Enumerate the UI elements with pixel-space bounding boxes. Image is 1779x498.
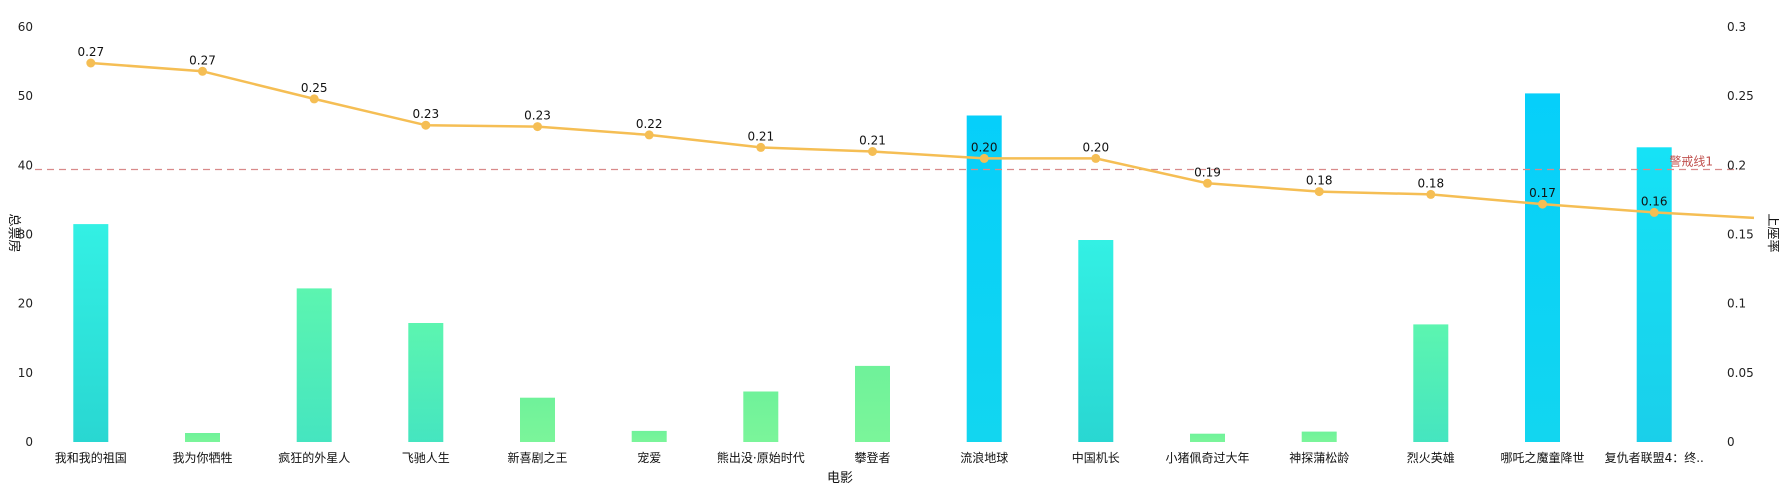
line-point-新喜剧之王	[533, 122, 542, 132]
line-value-label: 0.19	[1194, 165, 1221, 179]
line-point-熊出没·原始时代	[756, 142, 766, 152]
line-value-label: 0.22	[636, 117, 663, 131]
left-y-tick-label: 10	[18, 366, 33, 380]
x-tick-label: 宠爱	[637, 450, 661, 465]
line-value-label: 0.21	[859, 134, 886, 148]
line-point-中国机长	[1091, 153, 1101, 163]
x-tick-label: 小猪佩奇过大年	[1165, 451, 1249, 465]
x-tick-label: 新喜剧之王	[507, 450, 567, 465]
bar-哪吒之魔童降世	[1525, 93, 1560, 443]
right-y-tick-label: 0.2	[1727, 158, 1746, 172]
line-point-复仇者联盟4：终..	[1649, 207, 1659, 217]
bar-小猪佩奇过大年	[1190, 433, 1225, 442]
line-value-label: 0.17	[1529, 186, 1556, 200]
bar-流浪地球	[966, 115, 1002, 442]
x-tick-label: 哪吒之魔童降世	[1500, 450, 1584, 465]
reference-line-layer: 警戒线1	[35, 153, 1740, 171]
bar-我和我的祖国	[73, 224, 109, 442]
x-tick-label: 中国机长	[1072, 450, 1120, 465]
x-tick-label: 疯狂的外星人	[278, 450, 350, 465]
bar-疯狂的外星人	[296, 288, 332, 442]
bar-攀登者	[855, 365, 890, 442]
right-y-tick-label: 0.1	[1727, 297, 1746, 311]
x-tick-label: 复仇者联盟4：终..	[1605, 450, 1704, 465]
line-point-疯狂的外星人	[309, 94, 319, 104]
reference-line-label: 警戒线1	[1669, 153, 1713, 168]
x-tick-label: 神探蒲松龄	[1289, 451, 1349, 465]
line-point-宠爱	[644, 130, 654, 140]
line-point-烈火英雄	[1426, 189, 1436, 199]
line-point-哪吒之魔童降世	[1538, 199, 1547, 209]
line-value-label: 0.27	[77, 45, 104, 59]
bar-layer	[73, 93, 1672, 443]
line-point-我为你牺牲	[198, 66, 207, 76]
bar-复仇者联盟4：终..	[1636, 147, 1672, 443]
x-tick-label: 熊出没·原始时代	[717, 450, 805, 465]
right-y-tick-label: 0.3	[1727, 20, 1746, 34]
line-point-我和我的祖国	[86, 58, 96, 68]
bar-熊出没·原始时代	[743, 391, 779, 442]
line-value-label: 0.20	[1082, 140, 1109, 154]
left-y-tick-label: 30	[18, 228, 33, 242]
right-y-axis-title: 上座率	[1765, 213, 1779, 252]
axes-layer: 我和我的祖国 我为你牺牲 疯狂的外星人 飞驰人生 新喜剧之王 宠爱 熊出没·原始时代 攀登者 流…	[6, 20, 1779, 465]
right-y-tick-label: 0.25	[1727, 89, 1754, 103]
line-layer: 0.270.270.250.23 0.230.220.21 0.21 0.20 0.20…	[77, 45, 1755, 220]
left-y-tick-label: 0	[25, 435, 33, 449]
line-point-小猪佩奇过大年	[1203, 178, 1212, 188]
x-tick-label: 烈火英雄	[1407, 450, 1455, 465]
left-y-tick-label: 40	[18, 158, 33, 172]
bar-中国机长	[1078, 240, 1114, 442]
x-tick-label: 我和我的祖国	[55, 450, 127, 465]
bar-宠爱	[631, 430, 667, 442]
line-value-label: 0.20	[971, 140, 998, 154]
line-value-label: 0.18	[1417, 176, 1444, 190]
x-axis-title: 电影	[827, 471, 853, 486]
left-y-tick-label: 20	[18, 297, 33, 311]
line-value-label: 0.25	[301, 81, 328, 95]
bar-我为你牺牲	[185, 433, 220, 442]
x-tick-label: 飞驰人生	[402, 451, 450, 465]
left-y-tick-label: 50	[18, 89, 33, 103]
x-tick-label: 攀登者	[854, 450, 890, 465]
line-value-label: 0.27	[189, 53, 216, 67]
line-point-神探蒲松龄	[1314, 187, 1324, 197]
bar-神探蒲松龄	[1301, 431, 1337, 442]
line-value-label: 0.23	[524, 109, 551, 123]
left-y-tick-label: 60	[18, 20, 33, 34]
bar-飞驰人生	[408, 323, 444, 442]
line-value-label: 0.16	[1641, 194, 1668, 208]
line-series-path	[90, 61, 1755, 220]
right-y-tick-label: 0.15	[1727, 228, 1754, 242]
line-value-label: 0.21	[747, 129, 774, 143]
right-y-tick-label: 0.05	[1727, 366, 1754, 380]
left-y-axis-title: 总票房	[6, 213, 22, 252]
x-tick-label: 流浪地球	[960, 450, 1008, 465]
right-y-tick-label: 0	[1727, 435, 1735, 449]
bar-新喜剧之王	[520, 397, 555, 442]
line-point-攀登者	[868, 147, 877, 156]
x-tick-label: 我为你牺牲	[172, 451, 232, 465]
bar-烈火英雄	[1413, 324, 1449, 442]
line-point-飞驰人生	[421, 120, 431, 130]
line-value-label: 0.18	[1306, 174, 1333, 188]
line-value-label: 0.23	[412, 107, 439, 121]
line-point-流浪地球	[979, 153, 989, 163]
